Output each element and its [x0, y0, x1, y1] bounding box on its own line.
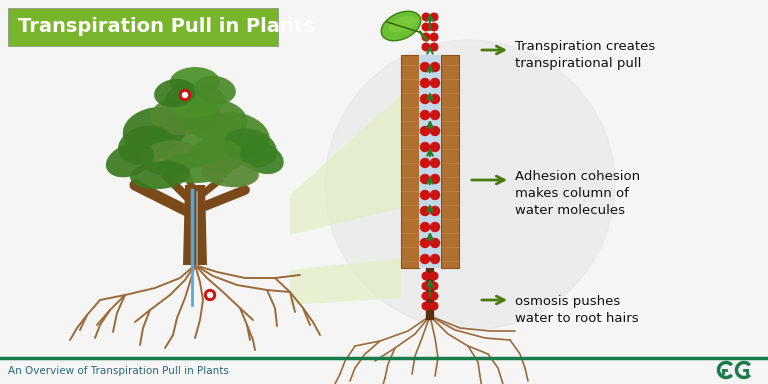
Ellipse shape [150, 113, 240, 167]
Text: osmosis pushes
water to root hairs: osmosis pushes water to root hairs [515, 295, 639, 325]
Ellipse shape [200, 112, 270, 158]
Ellipse shape [106, 143, 154, 177]
Circle shape [430, 282, 438, 290]
Circle shape [431, 78, 439, 88]
Circle shape [430, 43, 438, 51]
Circle shape [325, 40, 615, 330]
Ellipse shape [183, 99, 247, 141]
Polygon shape [290, 258, 401, 305]
FancyBboxPatch shape [419, 55, 441, 268]
Ellipse shape [123, 107, 187, 153]
Circle shape [421, 94, 429, 104]
Ellipse shape [154, 79, 196, 107]
Ellipse shape [165, 83, 225, 118]
Circle shape [421, 174, 429, 184]
Circle shape [183, 93, 187, 98]
Ellipse shape [190, 139, 245, 171]
Circle shape [431, 222, 439, 232]
Circle shape [431, 94, 439, 104]
Circle shape [421, 255, 429, 263]
Circle shape [422, 33, 430, 41]
Ellipse shape [130, 161, 190, 189]
Circle shape [431, 126, 439, 136]
Circle shape [430, 272, 438, 280]
Polygon shape [290, 95, 401, 235]
Circle shape [421, 142, 429, 152]
Circle shape [430, 292, 438, 300]
Circle shape [422, 23, 430, 31]
Circle shape [207, 293, 213, 298]
Circle shape [421, 63, 429, 71]
Text: Transpiration creates
transpirational pull: Transpiration creates transpirational pu… [515, 40, 655, 70]
Text: An Overview of Transpiration Pull in Plants: An Overview of Transpiration Pull in Pla… [8, 366, 229, 376]
Ellipse shape [118, 125, 172, 165]
Circle shape [421, 78, 429, 88]
Circle shape [431, 207, 439, 215]
Ellipse shape [157, 153, 233, 183]
Circle shape [422, 302, 430, 310]
Circle shape [431, 142, 439, 152]
Circle shape [430, 23, 438, 31]
Circle shape [421, 111, 429, 119]
Circle shape [421, 159, 429, 167]
Circle shape [431, 159, 439, 167]
Text: Transpiration Pull in Plants: Transpiration Pull in Plants [18, 18, 315, 36]
Circle shape [430, 13, 438, 21]
Ellipse shape [223, 128, 277, 168]
Circle shape [421, 207, 429, 215]
FancyBboxPatch shape [8, 8, 278, 46]
Circle shape [422, 282, 430, 290]
Circle shape [422, 43, 430, 51]
Ellipse shape [240, 142, 283, 174]
Ellipse shape [201, 159, 259, 187]
Circle shape [422, 272, 430, 280]
Circle shape [421, 126, 429, 136]
Ellipse shape [194, 76, 236, 104]
Ellipse shape [170, 67, 220, 97]
Circle shape [204, 290, 216, 301]
Ellipse shape [389, 16, 417, 32]
Circle shape [180, 89, 190, 101]
Circle shape [431, 63, 439, 71]
Circle shape [431, 174, 439, 184]
Circle shape [421, 238, 429, 248]
Circle shape [431, 111, 439, 119]
Polygon shape [183, 185, 207, 265]
FancyBboxPatch shape [441, 55, 459, 268]
Ellipse shape [140, 141, 200, 175]
Circle shape [422, 292, 430, 300]
Circle shape [430, 302, 438, 310]
Circle shape [431, 190, 439, 200]
FancyBboxPatch shape [401, 55, 419, 268]
Circle shape [421, 222, 429, 232]
Ellipse shape [150, 95, 220, 135]
Circle shape [430, 33, 438, 41]
Circle shape [431, 255, 439, 263]
Circle shape [431, 238, 439, 248]
Ellipse shape [381, 11, 421, 41]
Text: Adhesion cohesion
makes column of
water molecules: Adhesion cohesion makes column of water … [515, 170, 640, 217]
Circle shape [421, 190, 429, 200]
Circle shape [422, 13, 430, 21]
